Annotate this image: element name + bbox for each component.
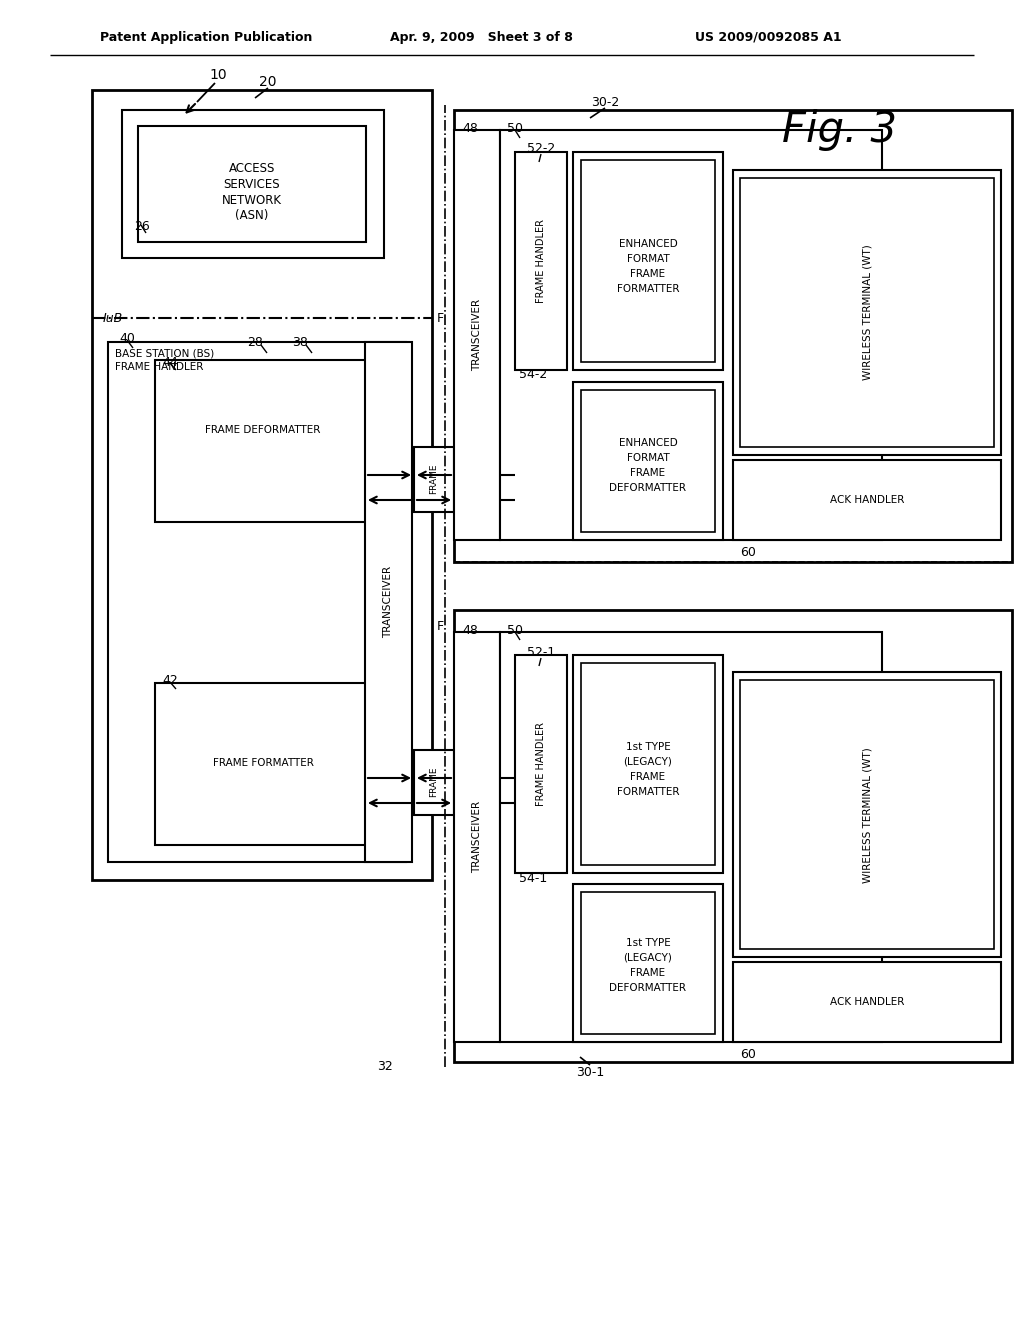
Text: 42: 42 <box>162 673 178 686</box>
Bar <box>454 610 1012 1063</box>
Text: F: F <box>436 312 443 325</box>
Text: ENHANCED: ENHANCED <box>618 438 677 447</box>
Bar <box>122 110 384 257</box>
Text: 50: 50 <box>507 121 523 135</box>
Text: (LEGACY): (LEGACY) <box>624 953 673 964</box>
Text: FRAME: FRAME <box>631 968 666 978</box>
Text: 28: 28 <box>247 335 263 348</box>
Bar <box>500 129 882 540</box>
Text: 40: 40 <box>119 331 135 345</box>
Text: FRAME: FRAME <box>631 269 666 279</box>
Text: US 2009/0092085 A1: US 2009/0092085 A1 <box>695 30 842 44</box>
Bar <box>454 110 1012 562</box>
Bar <box>733 962 1001 1041</box>
Text: 54-2: 54-2 <box>519 368 547 381</box>
Text: 38: 38 <box>292 335 308 348</box>
Text: Fig. 3: Fig. 3 <box>782 110 897 150</box>
Text: 52-1: 52-1 <box>527 645 555 659</box>
Bar <box>365 342 412 862</box>
Bar <box>155 682 370 845</box>
Text: 48: 48 <box>462 623 478 636</box>
Bar <box>740 178 994 447</box>
Text: DEFORMATTER: DEFORMATTER <box>609 483 686 492</box>
Text: 10: 10 <box>209 69 226 82</box>
Text: 50: 50 <box>507 623 523 636</box>
Text: FORMAT: FORMAT <box>627 453 670 463</box>
Text: (LEGACY): (LEGACY) <box>624 756 673 767</box>
Text: 60: 60 <box>740 1048 756 1060</box>
Bar <box>573 884 723 1041</box>
Text: 1st TYPE: 1st TYPE <box>626 742 671 752</box>
Text: 32: 32 <box>377 1060 393 1073</box>
Bar <box>573 381 723 540</box>
Bar <box>573 655 723 873</box>
Text: FORMAT: FORMAT <box>627 253 670 264</box>
Text: ACCESS: ACCESS <box>228 161 275 174</box>
Text: TRANSCEIVER: TRANSCEIVER <box>383 566 393 638</box>
Text: 52-2: 52-2 <box>527 141 555 154</box>
Text: 44: 44 <box>162 355 178 368</box>
Text: FRAME: FRAME <box>631 772 666 781</box>
Bar <box>515 152 567 370</box>
Text: FRAME: FRAME <box>631 469 666 478</box>
Text: ACK HANDLER: ACK HANDLER <box>829 997 904 1007</box>
Text: WIRELESS TERMINAL (WT): WIRELESS TERMINAL (WT) <box>862 747 872 883</box>
Text: FRAME DEFORMATTER: FRAME DEFORMATTER <box>206 425 321 436</box>
Text: 20: 20 <box>259 75 276 88</box>
Text: WIRELESS TERMINAL (WT): WIRELESS TERMINAL (WT) <box>862 244 872 380</box>
Bar <box>573 152 723 370</box>
Text: 48: 48 <box>462 121 478 135</box>
Text: FORMATTER: FORMATTER <box>616 284 679 294</box>
Bar <box>733 459 1001 540</box>
Text: 30-1: 30-1 <box>575 1065 604 1078</box>
Bar <box>108 342 406 862</box>
Text: 1st TYPE: 1st TYPE <box>626 939 671 948</box>
Text: Apr. 9, 2009   Sheet 3 of 8: Apr. 9, 2009 Sheet 3 of 8 <box>390 30 572 44</box>
Text: TRANSCEIVER: TRANSCEIVER <box>472 298 482 371</box>
Bar <box>581 663 715 865</box>
Bar <box>414 447 454 512</box>
Text: IuB: IuB <box>103 312 123 325</box>
Text: FORMATTER: FORMATTER <box>616 787 679 797</box>
Text: FRAME HANDLER: FRAME HANDLER <box>536 722 546 807</box>
Text: FRAME HANDLER: FRAME HANDLER <box>536 219 546 304</box>
Text: 26: 26 <box>134 220 150 234</box>
Text: BASE STATION (BS): BASE STATION (BS) <box>115 348 214 359</box>
Bar <box>733 170 1001 455</box>
Bar <box>92 90 432 880</box>
Text: 60: 60 <box>740 545 756 558</box>
Text: TRANSCEIVER: TRANSCEIVER <box>472 801 482 873</box>
Text: DEFORMATTER: DEFORMATTER <box>609 983 686 993</box>
Bar <box>414 750 454 814</box>
Bar <box>581 160 715 362</box>
Bar <box>155 360 370 521</box>
Bar <box>500 632 882 1041</box>
Bar <box>515 655 567 873</box>
Text: FRAME FORMATTER: FRAME FORMATTER <box>213 758 313 768</box>
Text: ACK HANDLER: ACK HANDLER <box>829 495 904 506</box>
Text: Patent Application Publication: Patent Application Publication <box>100 30 312 44</box>
Bar <box>740 680 994 949</box>
Bar <box>581 389 715 532</box>
Text: SERVICES: SERVICES <box>223 177 281 190</box>
Text: FRAME HANDLER: FRAME HANDLER <box>115 362 204 372</box>
Bar <box>733 672 1001 957</box>
Text: F: F <box>436 620 443 634</box>
Text: (ASN): (ASN) <box>236 210 268 223</box>
Bar <box>454 632 500 1041</box>
Text: FRAME: FRAME <box>429 767 438 797</box>
Text: 54-1: 54-1 <box>519 871 547 884</box>
Bar <box>581 892 715 1034</box>
Text: ENHANCED: ENHANCED <box>618 239 677 249</box>
Bar <box>454 129 500 540</box>
Text: FRAME: FRAME <box>429 463 438 494</box>
Text: NETWORK: NETWORK <box>222 194 282 206</box>
Text: 30-2: 30-2 <box>591 95 620 108</box>
Bar <box>138 125 366 242</box>
